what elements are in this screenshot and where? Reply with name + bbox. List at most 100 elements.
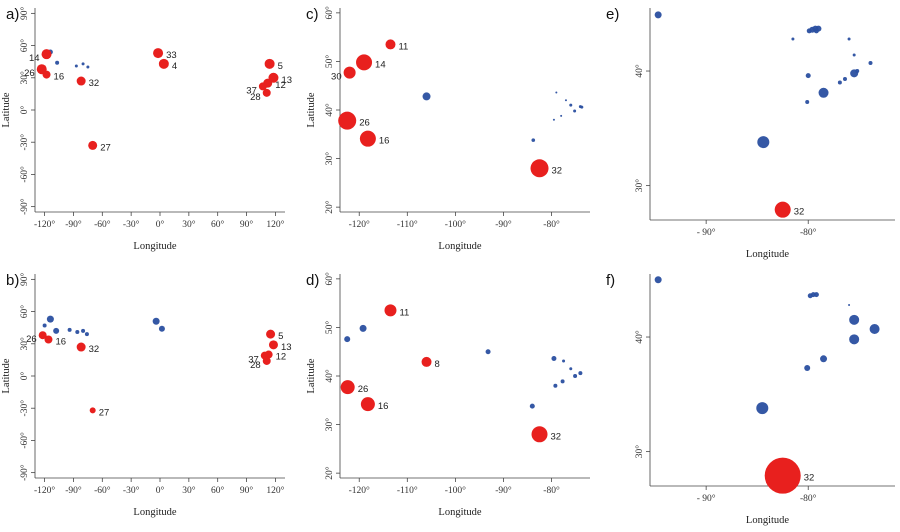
point-label: 26 (26, 334, 37, 345)
blue-point (551, 356, 557, 362)
panel-f: f) - 90° -80° 30° 40° Longitude 32 (606, 272, 895, 526)
blue-point (42, 323, 47, 328)
blue-point (75, 329, 80, 334)
blue-point (805, 99, 810, 104)
y-tick-label: 30° (324, 152, 335, 166)
panel-label: e) (606, 6, 619, 23)
blue-point (654, 276, 662, 284)
point-label: 12 (276, 352, 287, 363)
red-point (340, 380, 355, 395)
red-point (88, 140, 98, 150)
blue-point (569, 103, 573, 107)
x-tick-label: -90° (65, 219, 82, 230)
blue-point (855, 69, 860, 74)
blue-point (552, 118, 555, 121)
x-axis-title: Longitude (133, 507, 176, 518)
red-point (42, 70, 51, 79)
y-tick-label: 60° (19, 305, 30, 319)
y-tick-label: 90° (19, 273, 30, 287)
y-tick-label: -90° (19, 464, 30, 481)
point-label: 14 (29, 53, 40, 64)
blue-point (81, 62, 85, 66)
point-label: 13 (281, 75, 292, 86)
red-point (385, 39, 396, 50)
red-point (89, 407, 96, 414)
point-label: 5 (278, 61, 283, 72)
blue-point (791, 37, 795, 41)
y-tick-label: -60° (19, 166, 30, 183)
point-label: 13 (281, 342, 292, 353)
x-tick-label: -120° (34, 485, 55, 496)
red-point (38, 331, 47, 340)
blue-point (848, 303, 851, 306)
x-tick-label: -60° (94, 219, 111, 230)
point-label: 32 (804, 473, 815, 484)
x-tick-label: -110° (397, 485, 418, 496)
x-tick-label: -120° (34, 219, 55, 230)
red-point (268, 340, 278, 350)
point-label: 14 (375, 59, 386, 70)
point-label: 28 (250, 360, 261, 371)
blue-point (560, 114, 563, 117)
blue-point (573, 109, 577, 113)
y-tick-label: 30° (324, 418, 335, 432)
point-label: 27 (100, 142, 111, 153)
x-axis-title: Longitude (746, 249, 789, 260)
blue-point (555, 91, 558, 94)
y-tick-label: 30° (634, 445, 645, 459)
x-axis-title: Longitude (438, 507, 481, 518)
x-tick-label: 0° (156, 485, 165, 496)
blue-point (531, 138, 536, 142)
point-label: 26 (24, 68, 35, 79)
y-tick-label: -30° (19, 134, 30, 151)
y-tick-label: -60° (19, 432, 30, 449)
blue-point (820, 355, 828, 363)
blue-point (578, 371, 583, 376)
x-tick-label: 30° (182, 485, 196, 496)
red-point (266, 329, 276, 339)
blue-point (67, 327, 72, 332)
point-label: 16 (379, 136, 390, 147)
point-label: 32 (89, 344, 100, 355)
y-tick-label: 20° (324, 466, 335, 480)
blue-point (842, 77, 847, 82)
y-tick-label: 90° (19, 7, 30, 21)
x-tick-label: -30° (123, 219, 140, 230)
x-tick-label: -100° (445, 219, 466, 230)
x-tick-label: 60° (211, 219, 225, 230)
red-point (264, 58, 275, 69)
y-axis-title: Latitude (1, 358, 12, 393)
y-tick-label: 40° (634, 330, 645, 344)
point-label: 32 (551, 431, 562, 442)
point-label: 32 (552, 165, 563, 176)
blue-point (529, 403, 535, 409)
y-tick-label: 50° (324, 321, 335, 335)
x-tick-label: -80° (543, 219, 560, 230)
y-tick-label: 60° (324, 6, 335, 20)
blue-point (869, 324, 880, 335)
blue-point (849, 334, 860, 345)
point-label: 11 (398, 41, 408, 52)
red-point (153, 48, 164, 59)
red-point (359, 130, 376, 147)
blue-point (81, 328, 86, 333)
point-label: 37 (246, 85, 257, 96)
x-tick-label: -100° (445, 485, 466, 496)
y-axis-title: Latitude (1, 92, 12, 127)
y-tick-label: 0° (19, 106, 30, 115)
x-tick-label: 120° (266, 219, 284, 230)
panel-label: a) (6, 6, 19, 23)
red-point (158, 58, 169, 69)
blue-point (46, 315, 54, 323)
point-label: 12 (275, 80, 286, 91)
panel-label: d) (306, 272, 319, 289)
y-tick-label: 60° (324, 272, 335, 286)
red-point (343, 66, 356, 79)
red-point (356, 54, 373, 71)
x-tick-label: -80° (543, 485, 560, 496)
red-point (531, 426, 548, 443)
red-point (263, 78, 273, 88)
y-tick-label: 40° (324, 369, 335, 383)
point-label: 11 (399, 307, 409, 318)
point-label: 26 (359, 118, 370, 129)
